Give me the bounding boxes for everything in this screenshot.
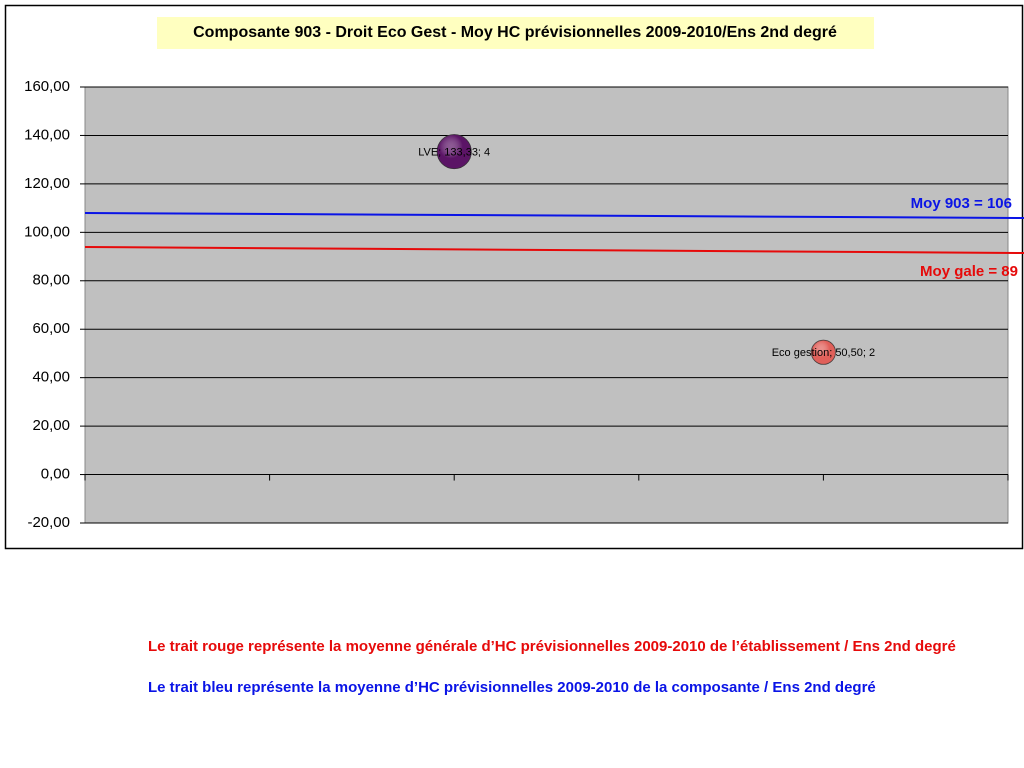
bubble-shine xyxy=(437,134,472,169)
bubble-shine xyxy=(811,340,836,365)
average-line-blue xyxy=(84,212,1024,219)
y-tick-label: 120,00 xyxy=(24,175,70,192)
y-tick-label: 0,00 xyxy=(41,466,70,483)
y-tick-label: 140,00 xyxy=(24,126,70,143)
note: Le trait bleu représente la moyenne d’HC… xyxy=(148,679,876,696)
annotation: Moy 903 = 106 xyxy=(911,195,1012,212)
chart: Composante 903 - Droit Eco Gest - Moy HC… xyxy=(4,4,1024,550)
title-box xyxy=(157,17,874,49)
y-tick-label: 160,00 xyxy=(24,78,70,95)
plot-area xyxy=(84,86,1009,524)
average-line-red xyxy=(84,246,1024,254)
y-tick-label: 100,00 xyxy=(24,223,70,240)
y-tick-label: 40,00 xyxy=(32,369,70,386)
data-label: LVE; 133,33; 4 xyxy=(418,147,490,159)
data-label: Eco gestion; 50,50; 2 xyxy=(772,347,875,359)
y-tick-label: 20,00 xyxy=(32,417,70,434)
annotation: Moy gale = 89 xyxy=(920,263,1018,280)
y-tick-label: 80,00 xyxy=(32,272,70,289)
y-tick-label: -20,00 xyxy=(27,514,70,531)
note: Le trait rouge représente la moyenne gén… xyxy=(148,638,956,655)
y-tick-label: 60,00 xyxy=(32,320,70,337)
chart-title: Composante 903 - Droit Eco Gest - Moy HC… xyxy=(193,24,837,41)
